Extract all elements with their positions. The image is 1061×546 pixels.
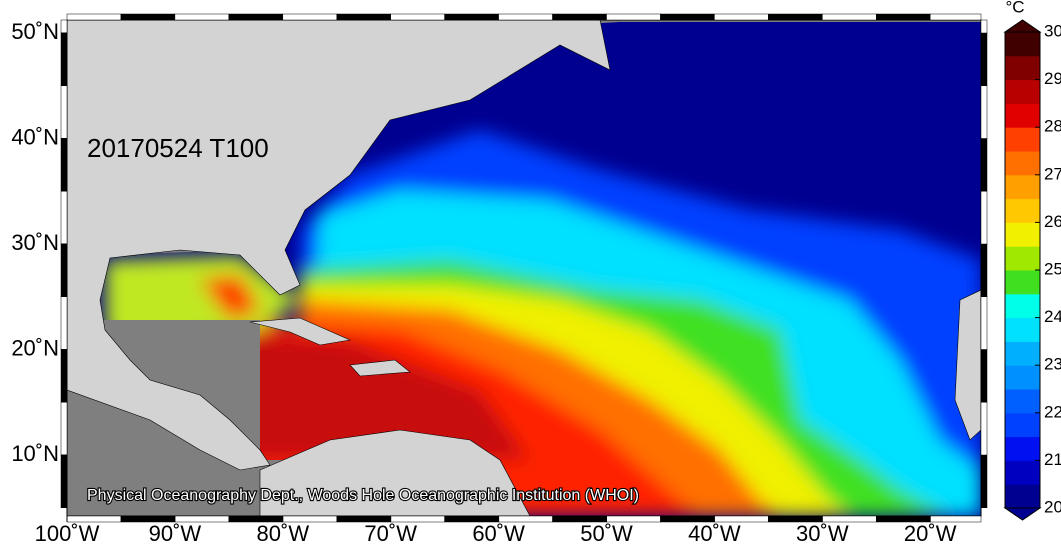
land	[67, 20, 981, 516]
colorbar-label: 23	[1044, 355, 1061, 374]
colorbar-label: 28	[1044, 117, 1061, 136]
lat-label: 20˚N	[11, 335, 59, 360]
frame-stripe	[980, 402, 988, 456]
colorbar-label: 29	[1044, 69, 1061, 88]
lat-label: 40˚N	[11, 124, 59, 149]
frame-stripe	[60, 243, 68, 297]
colorbar-unit: °C	[1005, 0, 1024, 16]
colorbar-band	[1005, 151, 1040, 176]
colorbar-band	[1005, 246, 1040, 271]
frame-stripe	[929, 13, 982, 21]
frame-stripe	[660, 13, 715, 21]
frame-stripe	[606, 13, 661, 21]
map-label: 20170524 T100	[87, 133, 269, 163]
colorbar-band	[1005, 412, 1040, 438]
lon-label: 20˚W	[904, 521, 957, 546]
frame-stripe	[980, 85, 988, 139]
colorbar-under	[1003, 507, 1042, 521]
colorbar-label: 26	[1044, 212, 1061, 231]
colorbar-band	[1005, 222, 1040, 247]
cuba	[249, 317, 352, 346]
frame-stripe	[980, 349, 988, 403]
colorbar-label: 30	[1044, 21, 1061, 40]
frame-stripe	[228, 13, 284, 21]
hispaniola	[349, 359, 411, 377]
colorbar-band	[1005, 174, 1040, 200]
colorbar-band	[1005, 270, 1040, 295]
frame-stripe	[980, 138, 988, 192]
frame-stripe	[60, 32, 68, 86]
colorbar-band	[1005, 389, 1040, 414]
frame-stripe	[60, 454, 68, 508]
colorbar-band	[1005, 79, 1040, 104]
frame-stripe	[980, 454, 988, 508]
frame-stripe	[390, 13, 445, 21]
lon-label: 30˚W	[796, 521, 849, 546]
colorbar-band	[1005, 460, 1040, 485]
frame-stripe	[60, 85, 68, 139]
frame-stripe	[980, 191, 988, 245]
lat-label: 30˚N	[11, 230, 59, 255]
africa	[954, 289, 981, 441]
frame-stripe	[60, 296, 68, 350]
colorbar-label: 25	[1044, 259, 1061, 278]
frame-stripe	[714, 13, 769, 21]
frame-stripe	[768, 13, 823, 21]
sst-layer	[220, 330, 530, 460]
colorbar-band	[1005, 32, 1040, 57]
colorbar-over	[1003, 19, 1042, 33]
colorbar-band	[1005, 436, 1040, 461]
colorbar-band	[1005, 55, 1040, 81]
lon-label: 70˚W	[364, 521, 417, 546]
colorbar-band	[1005, 127, 1040, 152]
lat-label: 10˚N	[11, 441, 59, 466]
frame-stripe	[60, 191, 68, 245]
colorbar-band	[1005, 317, 1040, 342]
lon-label: 80˚W	[257, 521, 310, 546]
frame-stripe	[498, 13, 553, 21]
colorbar-band	[1005, 103, 1040, 128]
frame-stripe	[60, 19, 68, 34]
colorbar-band	[1005, 293, 1040, 319]
frame-stripe	[980, 32, 988, 86]
credit: Physical Oceanography Dept., Woods Hole …	[87, 487, 639, 504]
frame-stripe	[60, 349, 68, 403]
frame-stripe	[822, 13, 877, 21]
lon-label: 90˚W	[149, 521, 202, 546]
colorbar-label: 21	[1044, 450, 1061, 469]
lon-label: 100˚W	[35, 521, 100, 546]
frame-stripe	[60, 138, 68, 192]
colorbar-band	[1005, 365, 1040, 390]
frame-stripe	[120, 13, 176, 21]
colorbar-band	[1005, 484, 1040, 509]
map-area: 20170524 T100 Physical Oceanography Dept…	[67, 20, 981, 516]
north-america	[67, 20, 611, 471]
colorbar-band	[1005, 341, 1040, 366]
frame-stripe	[60, 402, 68, 456]
frame-stripe	[282, 13, 337, 21]
frame-stripe	[552, 13, 607, 21]
sst-layer	[200, 275, 260, 320]
south-america	[259, 429, 531, 516]
colorbar-label: 27	[1044, 164, 1061, 183]
colorbar-label: 20	[1044, 497, 1061, 516]
frame-stripe	[336, 13, 391, 21]
lon-label: 40˚W	[688, 521, 741, 546]
frame-stripe	[980, 296, 988, 350]
frame-stripe	[876, 13, 931, 21]
lat-label: 50˚N	[11, 19, 59, 44]
colorbar-band	[1005, 198, 1040, 223]
frame-stripe	[444, 13, 499, 21]
frame-stripe	[174, 13, 230, 21]
frame-stripe	[66, 13, 122, 21]
colorbar-label: 22	[1044, 402, 1061, 421]
lon-label: 60˚W	[472, 521, 525, 546]
colorbar-label: 24	[1044, 307, 1061, 326]
lon-label: 50˚W	[580, 521, 633, 546]
frame-stripe	[980, 243, 988, 297]
frame-stripe	[980, 19, 988, 34]
